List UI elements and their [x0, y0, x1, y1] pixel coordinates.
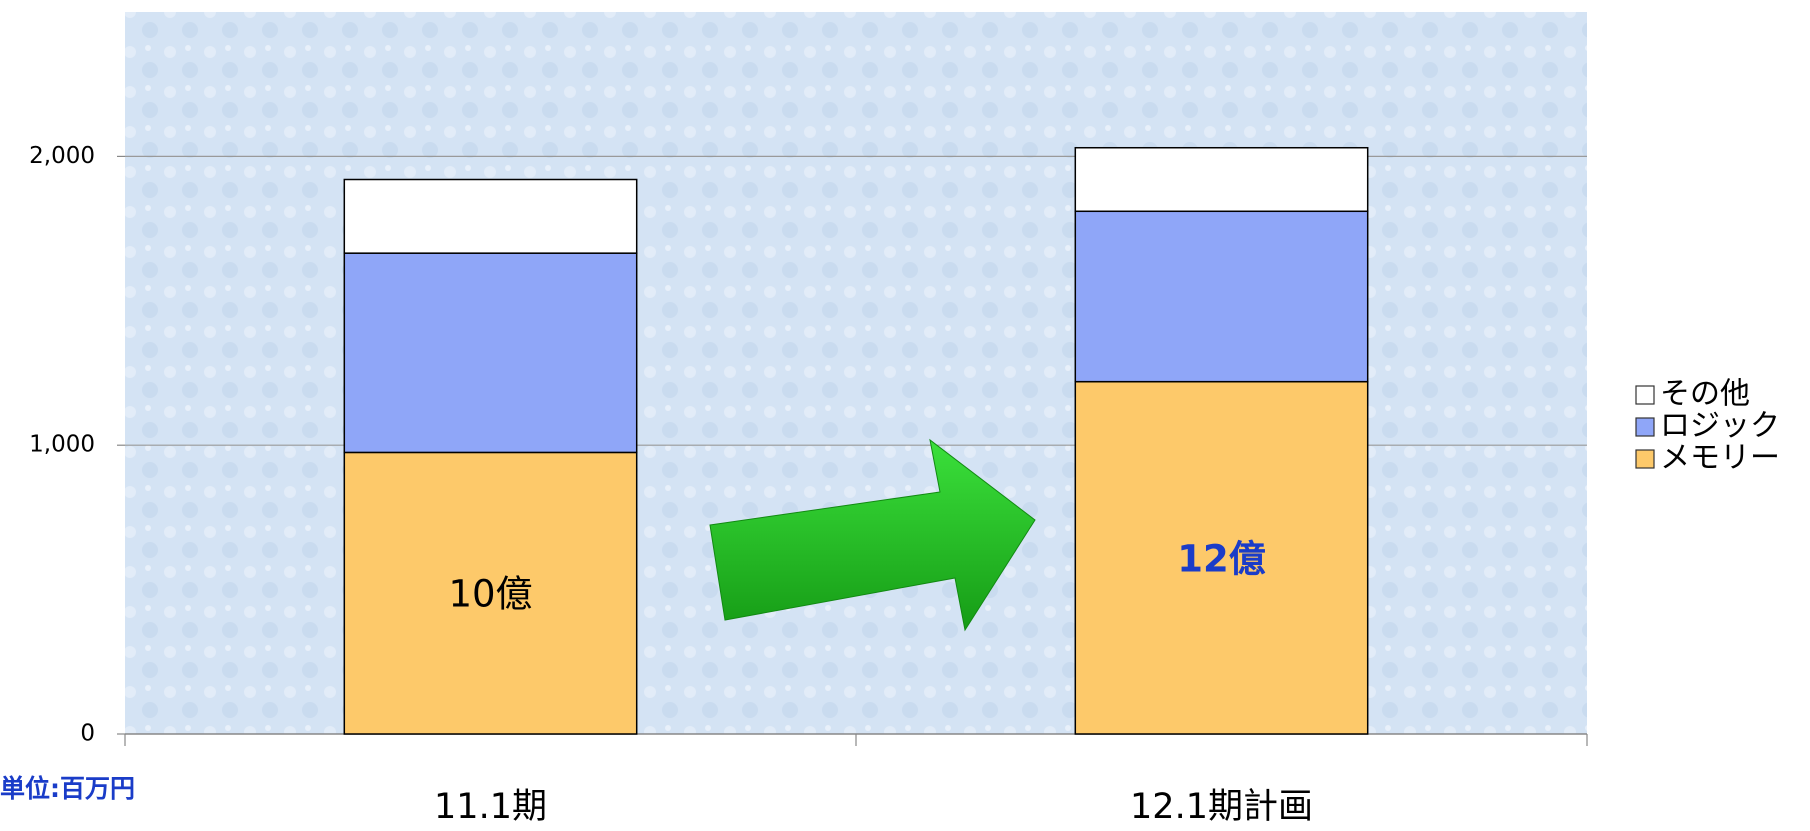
legend-label: ロジック [1660, 409, 1780, 444]
legend-swatch [1635, 449, 1655, 469]
arrow [709, 438, 1036, 632]
legend-swatch [1635, 385, 1655, 405]
legend-swatch [1635, 417, 1655, 437]
bar-segment [343, 178, 638, 254]
bar-segment [1074, 210, 1369, 383]
bar-segment [1074, 380, 1369, 735]
legend-label: メモリー [1660, 441, 1780, 476]
legend-label: その他 [1660, 377, 1750, 412]
annotation: 10億 [448, 573, 532, 616]
x-tick-label: 11.1期 [434, 787, 547, 827]
bar-segment [343, 451, 638, 735]
y-tick-label: 0 [80, 721, 95, 747]
unit-label: 単位:百万円 [0, 774, 135, 803]
y-tick-label: 2,000 [29, 143, 95, 169]
y-tick-label: 1,000 [29, 432, 95, 458]
annotation: 12億 [1177, 538, 1266, 581]
bar-segment [1074, 146, 1369, 213]
bar-segment [343, 252, 638, 454]
x-tick-label: 12.1期計画 [1130, 787, 1313, 827]
